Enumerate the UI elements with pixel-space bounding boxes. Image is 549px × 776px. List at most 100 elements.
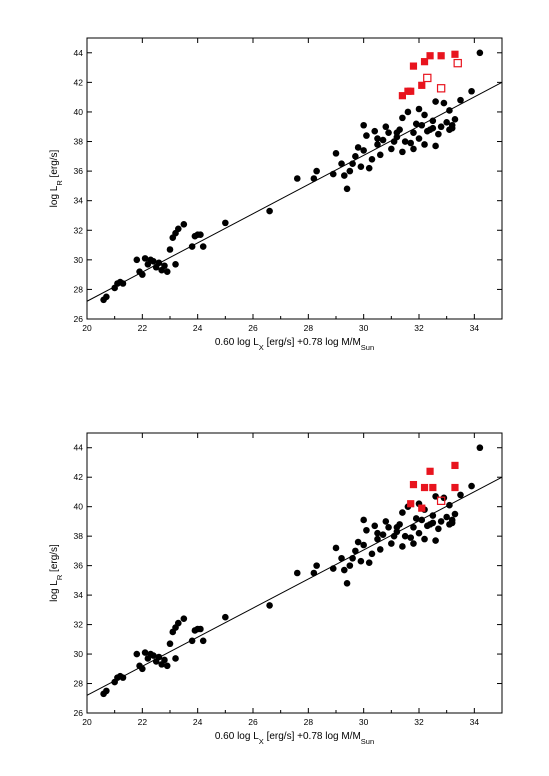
data-point [329,565,337,572]
data-point [266,602,273,609]
data-point [360,147,367,154]
data-point [415,135,423,142]
data-point [393,524,401,531]
data-point [437,518,445,525]
data-point [197,231,204,238]
x-tick-label: 30 [359,717,369,727]
data-point [139,665,146,673]
data-point [172,655,179,662]
y-tick-label: 30 [74,649,84,659]
y-tick-label: 40 [74,107,84,117]
data-point [188,243,196,250]
data-point [141,649,149,656]
data-point [349,160,356,168]
data-point [363,526,370,534]
data-point [360,121,367,129]
data-point [360,541,367,549]
data-point [382,123,390,131]
data-point [388,145,395,153]
plot-area [87,49,502,304]
data-point [199,637,207,645]
data-point [429,117,437,125]
red-filled-square [407,87,415,95]
data-point [371,522,379,530]
data-point [376,151,384,159]
data-point [410,524,417,531]
data-point [404,108,412,116]
data-point [385,524,392,531]
red-open-square [423,73,432,83]
red-filled-square [437,52,445,60]
data-point [429,124,437,132]
x-axis-label: 0.60 log LX [erg/s] +0.78 log M/MSun [215,731,374,746]
y-tick-label: 26 [74,314,84,324]
data-point [468,482,475,490]
data-point [150,258,157,265]
red-filled-square [418,81,426,89]
data-point [410,145,417,153]
data-point [379,531,387,538]
data-point [451,510,459,518]
plot-frame [86,37,503,320]
data-point [166,640,174,648]
data-point [266,207,273,215]
red-filled-square [398,92,406,100]
y-tick-label: 36 [74,561,84,571]
red-open-square [453,58,462,68]
data-point [313,562,320,569]
data-point [476,444,484,452]
data-point [357,163,365,170]
chart-panel-1: 20 22 24 26 28 30 32 34 26 28 30 32 34 36 38 40 42 44 0.60… [49,37,503,352]
data-point [415,529,423,537]
y-tick-label: 42 [74,77,84,87]
data-point [443,119,450,126]
data-point [332,150,340,157]
data-point [352,547,359,555]
data-point [103,687,110,695]
data-point [341,566,348,574]
data-point [161,262,168,270]
data-point [150,652,157,659]
data-point [374,135,381,142]
data-point [457,96,464,104]
x-tick-label: 30 [359,323,369,333]
red-filled-square [426,467,434,475]
x-tick-label: 22 [138,323,148,333]
data-point [443,513,450,521]
data-point [401,138,409,145]
data-point [310,175,318,182]
y-tick-label: 44 [74,443,84,453]
data-point [399,148,406,156]
y-tick-label: 42 [74,472,84,482]
data-point [133,650,141,658]
data-point [197,625,204,633]
data-point [418,516,426,524]
data-point [401,532,409,540]
y-tick-label: 34 [74,196,84,206]
data-point [349,554,356,562]
data-point [360,516,367,524]
red-filled-square [451,483,459,492]
data-point [293,175,301,182]
data-point [421,535,428,543]
data-point [163,268,171,275]
data-point [222,613,229,621]
data-point [448,519,456,527]
data-point [432,98,439,105]
y-tick-label: 34 [74,590,84,600]
x-tick-label: 22 [138,717,148,727]
fit-line [87,81,502,302]
y-tick-label: 32 [74,620,84,630]
data-point [368,550,376,558]
y-tick-label: 30 [74,255,84,265]
x-tick-label: 20 [82,323,92,333]
data-point [374,529,381,537]
red-open-square [436,84,446,93]
y-tick-label: 26 [74,708,84,718]
data-point [313,167,320,175]
data-point [119,280,127,287]
data-point [346,562,354,569]
y-tick-label: 36 [74,166,84,176]
y-tick-label: 28 [74,284,84,294]
red-filled-square [409,480,418,489]
